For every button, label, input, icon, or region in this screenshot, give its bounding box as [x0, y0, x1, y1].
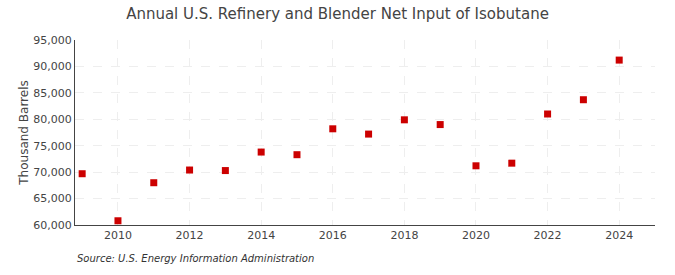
svg-text:65,000: 65,000	[33, 192, 72, 205]
svg-text:2022: 2022	[534, 229, 562, 242]
svg-text:85,000: 85,000	[33, 87, 72, 100]
svg-text:2024: 2024	[605, 229, 633, 242]
svg-text:75,000: 75,000	[33, 140, 72, 153]
svg-text:Annual U.S. Refinery and Blend: Annual U.S. Refinery and Blender Net Inp…	[126, 5, 549, 23]
svg-text:95,000: 95,000	[33, 34, 72, 47]
svg-text:2018: 2018	[390, 229, 418, 242]
svg-text:2016: 2016	[319, 229, 347, 242]
svg-text:2010: 2010	[104, 229, 132, 242]
svg-text:2014: 2014	[247, 229, 275, 242]
svg-text:70,000: 70,000	[33, 166, 72, 179]
svg-text:90,000: 90,000	[33, 60, 72, 73]
svg-text:Thousand Barrels: Thousand Barrels	[17, 80, 31, 185]
svg-text:80,000: 80,000	[33, 113, 72, 126]
svg-text:Source: U.S. Energy Informatio: Source: U.S. Energy Information Administ…	[77, 253, 314, 264]
svg-text:2020: 2020	[462, 229, 490, 242]
svg-text:60,000: 60,000	[33, 219, 72, 232]
svg-text:2012: 2012	[176, 229, 204, 242]
